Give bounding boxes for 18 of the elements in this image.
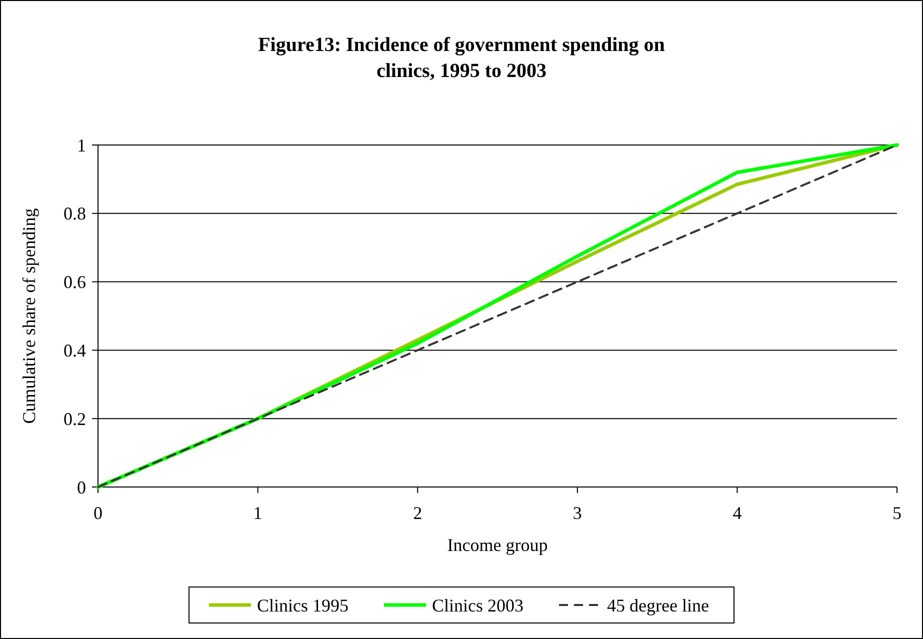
legend-label: Clinics 1995 (257, 595, 349, 616)
x-tick-label: 0 (94, 503, 102, 523)
x-tick-label: 4 (732, 503, 742, 523)
chart-title: Figure13: Incidence of government spending on clinics, 1995 to 2003 (258, 34, 665, 82)
x-tick-label: 5 (892, 503, 902, 523)
y-tick-label: 0.4 (64, 340, 86, 360)
y-tick-label: 1 (77, 135, 86, 156)
y-tick-label: 0.6 (64, 272, 86, 292)
y-tick-label: 0.2 (64, 408, 86, 429)
y-tick-label: 0 (77, 477, 86, 498)
x-tick-label: 2 (413, 503, 422, 523)
x-axis-title: Income group (447, 535, 548, 555)
legend-label: 45 degree line (607, 595, 709, 616)
y-tick-label: 0.8 (64, 204, 86, 224)
x-tick-label: 1 (253, 503, 262, 523)
x-tick-label: 3 (572, 503, 582, 523)
y-axis-title: Cumulative share of spending (19, 208, 39, 424)
legend-label: Clinics 2003 (432, 595, 524, 616)
